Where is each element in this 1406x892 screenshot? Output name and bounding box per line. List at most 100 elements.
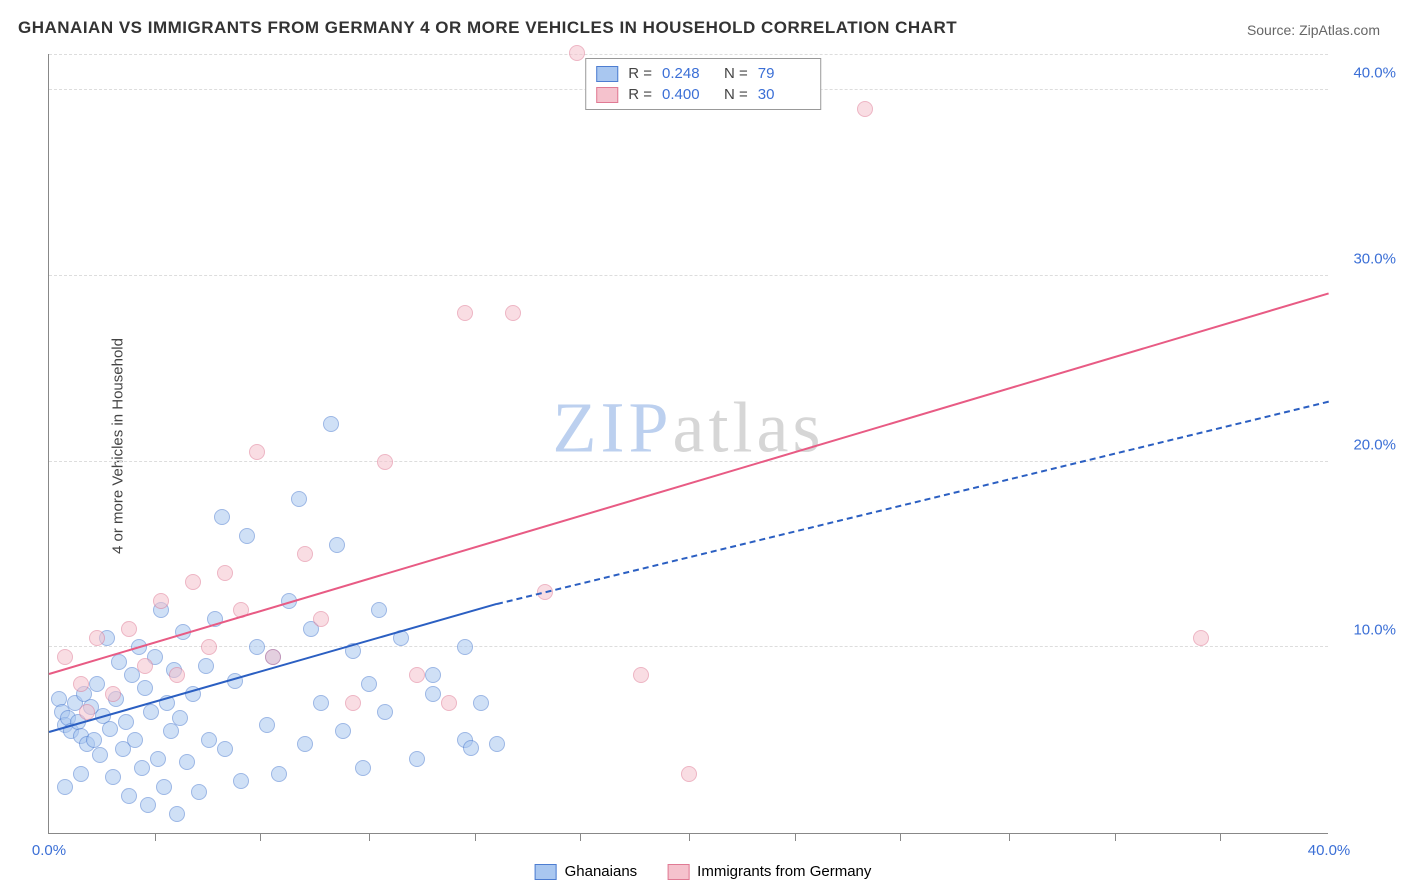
data-point: [105, 686, 121, 702]
legend-r-value: 0.248: [662, 65, 714, 82]
legend-row: R = 0.248 N = 79: [596, 63, 810, 84]
legend-r-label: R =: [628, 65, 652, 82]
data-point: [425, 686, 441, 702]
legend-n-value: 79: [758, 65, 810, 82]
legend-swatch: [596, 87, 618, 103]
data-point: [118, 714, 134, 730]
data-point: [111, 654, 127, 670]
data-point: [89, 676, 105, 692]
data-point: [185, 574, 201, 590]
data-point: [57, 779, 73, 795]
legend-item: Immigrants from Germany: [667, 863, 871, 880]
legend-swatch: [596, 66, 618, 82]
data-point: [377, 704, 393, 720]
x-tick-label: 0.0%: [32, 842, 66, 859]
source-label: Source: ZipAtlas.com: [1247, 22, 1380, 38]
correlation-legend: R = 0.248 N = 79 R = 0.400 N = 30: [585, 58, 821, 110]
data-point: [92, 747, 108, 763]
watermark: ZIPatlas: [553, 386, 825, 469]
x-tick-mark: [1220, 833, 1221, 841]
legend-r-value: 0.400: [662, 86, 714, 103]
data-point: [489, 736, 505, 752]
data-point: [291, 491, 307, 507]
data-point: [127, 732, 143, 748]
data-point: [140, 797, 156, 813]
data-point: [239, 528, 255, 544]
data-point: [102, 721, 118, 737]
data-point: [361, 676, 377, 692]
data-point: [217, 565, 233, 581]
data-point: [179, 754, 195, 770]
x-tick-mark: [580, 833, 581, 841]
data-point: [137, 658, 153, 674]
data-point: [86, 732, 102, 748]
data-point: [377, 454, 393, 470]
data-point: [265, 649, 281, 665]
plot-area: 10.0%20.0%30.0%40.0%0.0%40.0%ZIPatlas: [48, 54, 1328, 834]
data-point: [425, 667, 441, 683]
data-point: [172, 710, 188, 726]
x-tick-mark: [1009, 833, 1010, 841]
data-point: [335, 723, 351, 739]
legend-swatch: [667, 864, 689, 880]
x-tick-mark: [1115, 833, 1116, 841]
data-point: [73, 766, 89, 782]
legend-r-label: R =: [628, 86, 652, 103]
data-point: [249, 444, 265, 460]
legend-label: Immigrants from Germany: [697, 863, 871, 880]
data-point: [441, 695, 457, 711]
data-point: [198, 658, 214, 674]
x-tick-label: 40.0%: [1308, 842, 1351, 859]
y-tick-label: 10.0%: [1353, 622, 1396, 639]
x-tick-mark: [260, 833, 261, 841]
data-point: [57, 649, 73, 665]
x-tick-mark: [155, 833, 156, 841]
data-point: [271, 766, 287, 782]
data-point: [371, 602, 387, 618]
data-point: [473, 695, 489, 711]
legend-n-label: N =: [724, 65, 748, 82]
legend-label: Ghanaians: [565, 863, 638, 880]
legend-n-value: 30: [758, 86, 810, 103]
data-point: [1193, 630, 1209, 646]
data-point: [201, 732, 217, 748]
data-point: [323, 416, 339, 432]
data-point: [569, 45, 585, 61]
x-tick-mark: [369, 833, 370, 841]
data-point: [463, 740, 479, 756]
legend-n-label: N =: [724, 86, 748, 103]
data-point: [505, 305, 521, 321]
data-point: [156, 779, 172, 795]
data-point: [249, 639, 265, 655]
data-point: [233, 773, 249, 789]
data-point: [169, 806, 185, 822]
gridline: [49, 275, 1328, 276]
data-point: [297, 546, 313, 562]
data-point: [633, 667, 649, 683]
gridline: [49, 646, 1328, 647]
data-point: [137, 680, 153, 696]
data-point: [143, 704, 159, 720]
data-point: [134, 760, 150, 776]
data-point: [409, 751, 425, 767]
data-point: [313, 695, 329, 711]
data-point: [355, 760, 371, 776]
data-point: [150, 751, 166, 767]
y-tick-label: 40.0%: [1353, 65, 1396, 82]
data-point: [121, 621, 137, 637]
data-point: [89, 630, 105, 646]
data-point: [259, 717, 275, 733]
data-point: [681, 766, 697, 782]
trend-line: [49, 292, 1330, 675]
x-tick-mark: [689, 833, 690, 841]
legend-item: Ghanaians: [535, 863, 638, 880]
data-point: [201, 639, 217, 655]
data-point: [409, 667, 425, 683]
data-point: [313, 611, 329, 627]
data-point: [329, 537, 345, 553]
series-legend: Ghanaians Immigrants from Germany: [535, 863, 872, 880]
legend-row: R = 0.400 N = 30: [596, 84, 810, 105]
data-point: [345, 695, 361, 711]
data-point: [191, 784, 207, 800]
x-tick-mark: [475, 833, 476, 841]
